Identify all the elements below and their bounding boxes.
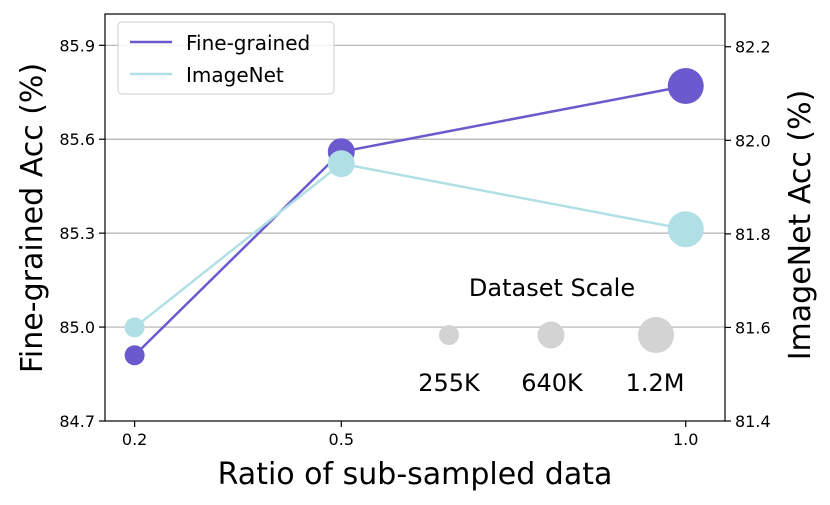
right-y-tick-label-81-6: 81.6 [735, 318, 771, 337]
data-point-imagenet-1 [667, 211, 704, 248]
left-y-tick-label-85-0: 85.0 [59, 318, 95, 337]
legend-label-imagenet: ImageNet [186, 63, 284, 87]
size-legend-marker-255k [439, 325, 459, 345]
data-series [124, 68, 704, 366]
size-legend-label-255k: 255K [418, 369, 481, 397]
x-tick-label-0-5: 0.5 [329, 430, 354, 449]
size-legend-marker-1-2m [638, 317, 674, 353]
plot-frame [104, 13, 726, 422]
right-y-tick-label-81-4: 81.4 [735, 412, 771, 431]
right-y-tick-label-82-0: 82.0 [735, 131, 771, 150]
x-tick-label-1-0: 1.0 [673, 430, 698, 449]
left-y-tick-label-84-7: 84.7 [59, 412, 95, 431]
left-y-tick-label-85-9: 85.9 [59, 36, 95, 55]
x-axis-title: Ratio of sub-sampled data [218, 457, 613, 492]
size-legend-title: Dataset Scale [469, 274, 635, 302]
left-y-tick-label-85-3: 85.3 [59, 224, 95, 243]
size-legend: Dataset Scale 255K 640K 1.2M [418, 274, 684, 397]
left-y-axis-ticks: 84.7 85.0 85.3 85.6 85.9 [59, 36, 105, 431]
left-y-tick-label-85-6: 85.6 [59, 130, 95, 149]
size-legend-marker-640k [537, 321, 565, 349]
x-axis-ticks: 0.2 0.5 1.0 [122, 421, 698, 449]
data-point-fine-grained-0-2 [124, 345, 145, 366]
right-y-axis-ticks: 81.4 81.6 81.8 82.0 82.2 [725, 38, 771, 431]
size-legend-label-640k: 640K [521, 369, 584, 397]
legend-label-fine-grained: Fine-grained [186, 31, 310, 55]
series-line-fine-grained [133, 84, 686, 357]
x-tick-label-0-2: 0.2 [122, 430, 147, 449]
legend-box [117, 21, 335, 95]
data-point-imagenet-0-5 [327, 150, 355, 178]
legend: Fine-grained ImageNet [117, 21, 335, 95]
data-point-fine-grained-1 [667, 68, 704, 105]
right-y-tick-label-82-2: 82.2 [735, 38, 771, 57]
data-point-imagenet-0-2 [124, 317, 145, 338]
left-y-axis-title: Fine-grained Acc (%) [15, 63, 50, 373]
right-y-axis-title: ImageNet Acc (%) [783, 90, 818, 361]
right-y-tick-label-81-8: 81.8 [735, 225, 771, 244]
size-legend-label-1-2m: 1.2M [626, 369, 685, 397]
series-line-imagenet [133, 162, 686, 329]
